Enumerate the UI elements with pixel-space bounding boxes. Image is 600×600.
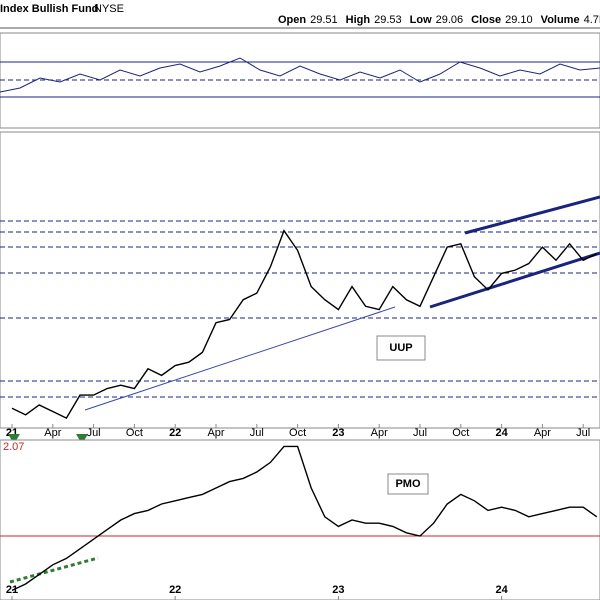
x-tick-label: Jul [87,427,101,439]
header-bg [0,0,600,28]
x-tick-label: 23 [332,427,344,439]
quote-label: Close [471,14,501,26]
quote-label: Open [278,14,306,26]
exchange: NYSE [94,3,124,15]
trend-line [429,251,600,309]
quote-label: High [346,14,371,26]
x-tick-label: Oct [452,427,469,439]
x-tick-label: Apr [534,427,551,439]
trend-line [84,306,396,411]
x-tick-label: Apr [44,427,61,439]
quote: Open 29.51 High 29.53 Low 29.06 Close 29.10 Volu… [278,14,600,26]
x-tick-label: Jul [250,427,264,439]
series-line [11,229,598,420]
x-tick-label: Jul [413,427,427,439]
quote-label: Volume [541,14,580,26]
label-box [387,473,429,495]
quote-value: 29.06 [436,14,464,26]
x-tick-label: 24 [495,584,508,596]
x-tick-label: Apr [371,427,388,439]
levels [0,220,600,398]
x-tick-label: 21 [6,584,18,596]
pmo-label: PMO [395,478,421,490]
x-tick-label: 23 [332,584,344,596]
symbol-label: UUP [389,342,412,354]
x-tick-label: 22 [169,584,181,596]
trend-line [9,556,99,584]
pmo-value: 2.07 [3,441,24,453]
x-tick-label: 24 [495,427,508,439]
series-line [11,445,598,592]
arrow [76,434,88,444]
quote-label: Low [410,14,432,26]
label-box [376,335,426,361]
x-tick-label: Apr [207,427,224,439]
x-tick-label: Oct [289,427,306,439]
pmo-series: 21 22 23 24 [0,445,600,600]
quote-value: 29.51 [310,14,338,26]
x-tick-label: 22 [169,427,181,439]
x-tick-label: Jul [576,427,590,439]
price-panel [0,131,600,429]
quote-value: 4.7M [584,14,600,26]
x-tick-label: Oct [126,427,143,439]
indicator-line [0,57,600,93]
pmo-panel [0,439,600,600]
price-series: 21 Apr Jul Oct 22 Apr Jul Oct 23 Apr Jul Oct 24 Apr Ju… [6,229,598,439]
title: Index Bullish Fund [0,3,98,15]
arrow [8,434,20,444]
quote-value: 29.53 [374,14,402,26]
quote-value: 29.10 [505,14,533,26]
trend-line [464,195,600,235]
